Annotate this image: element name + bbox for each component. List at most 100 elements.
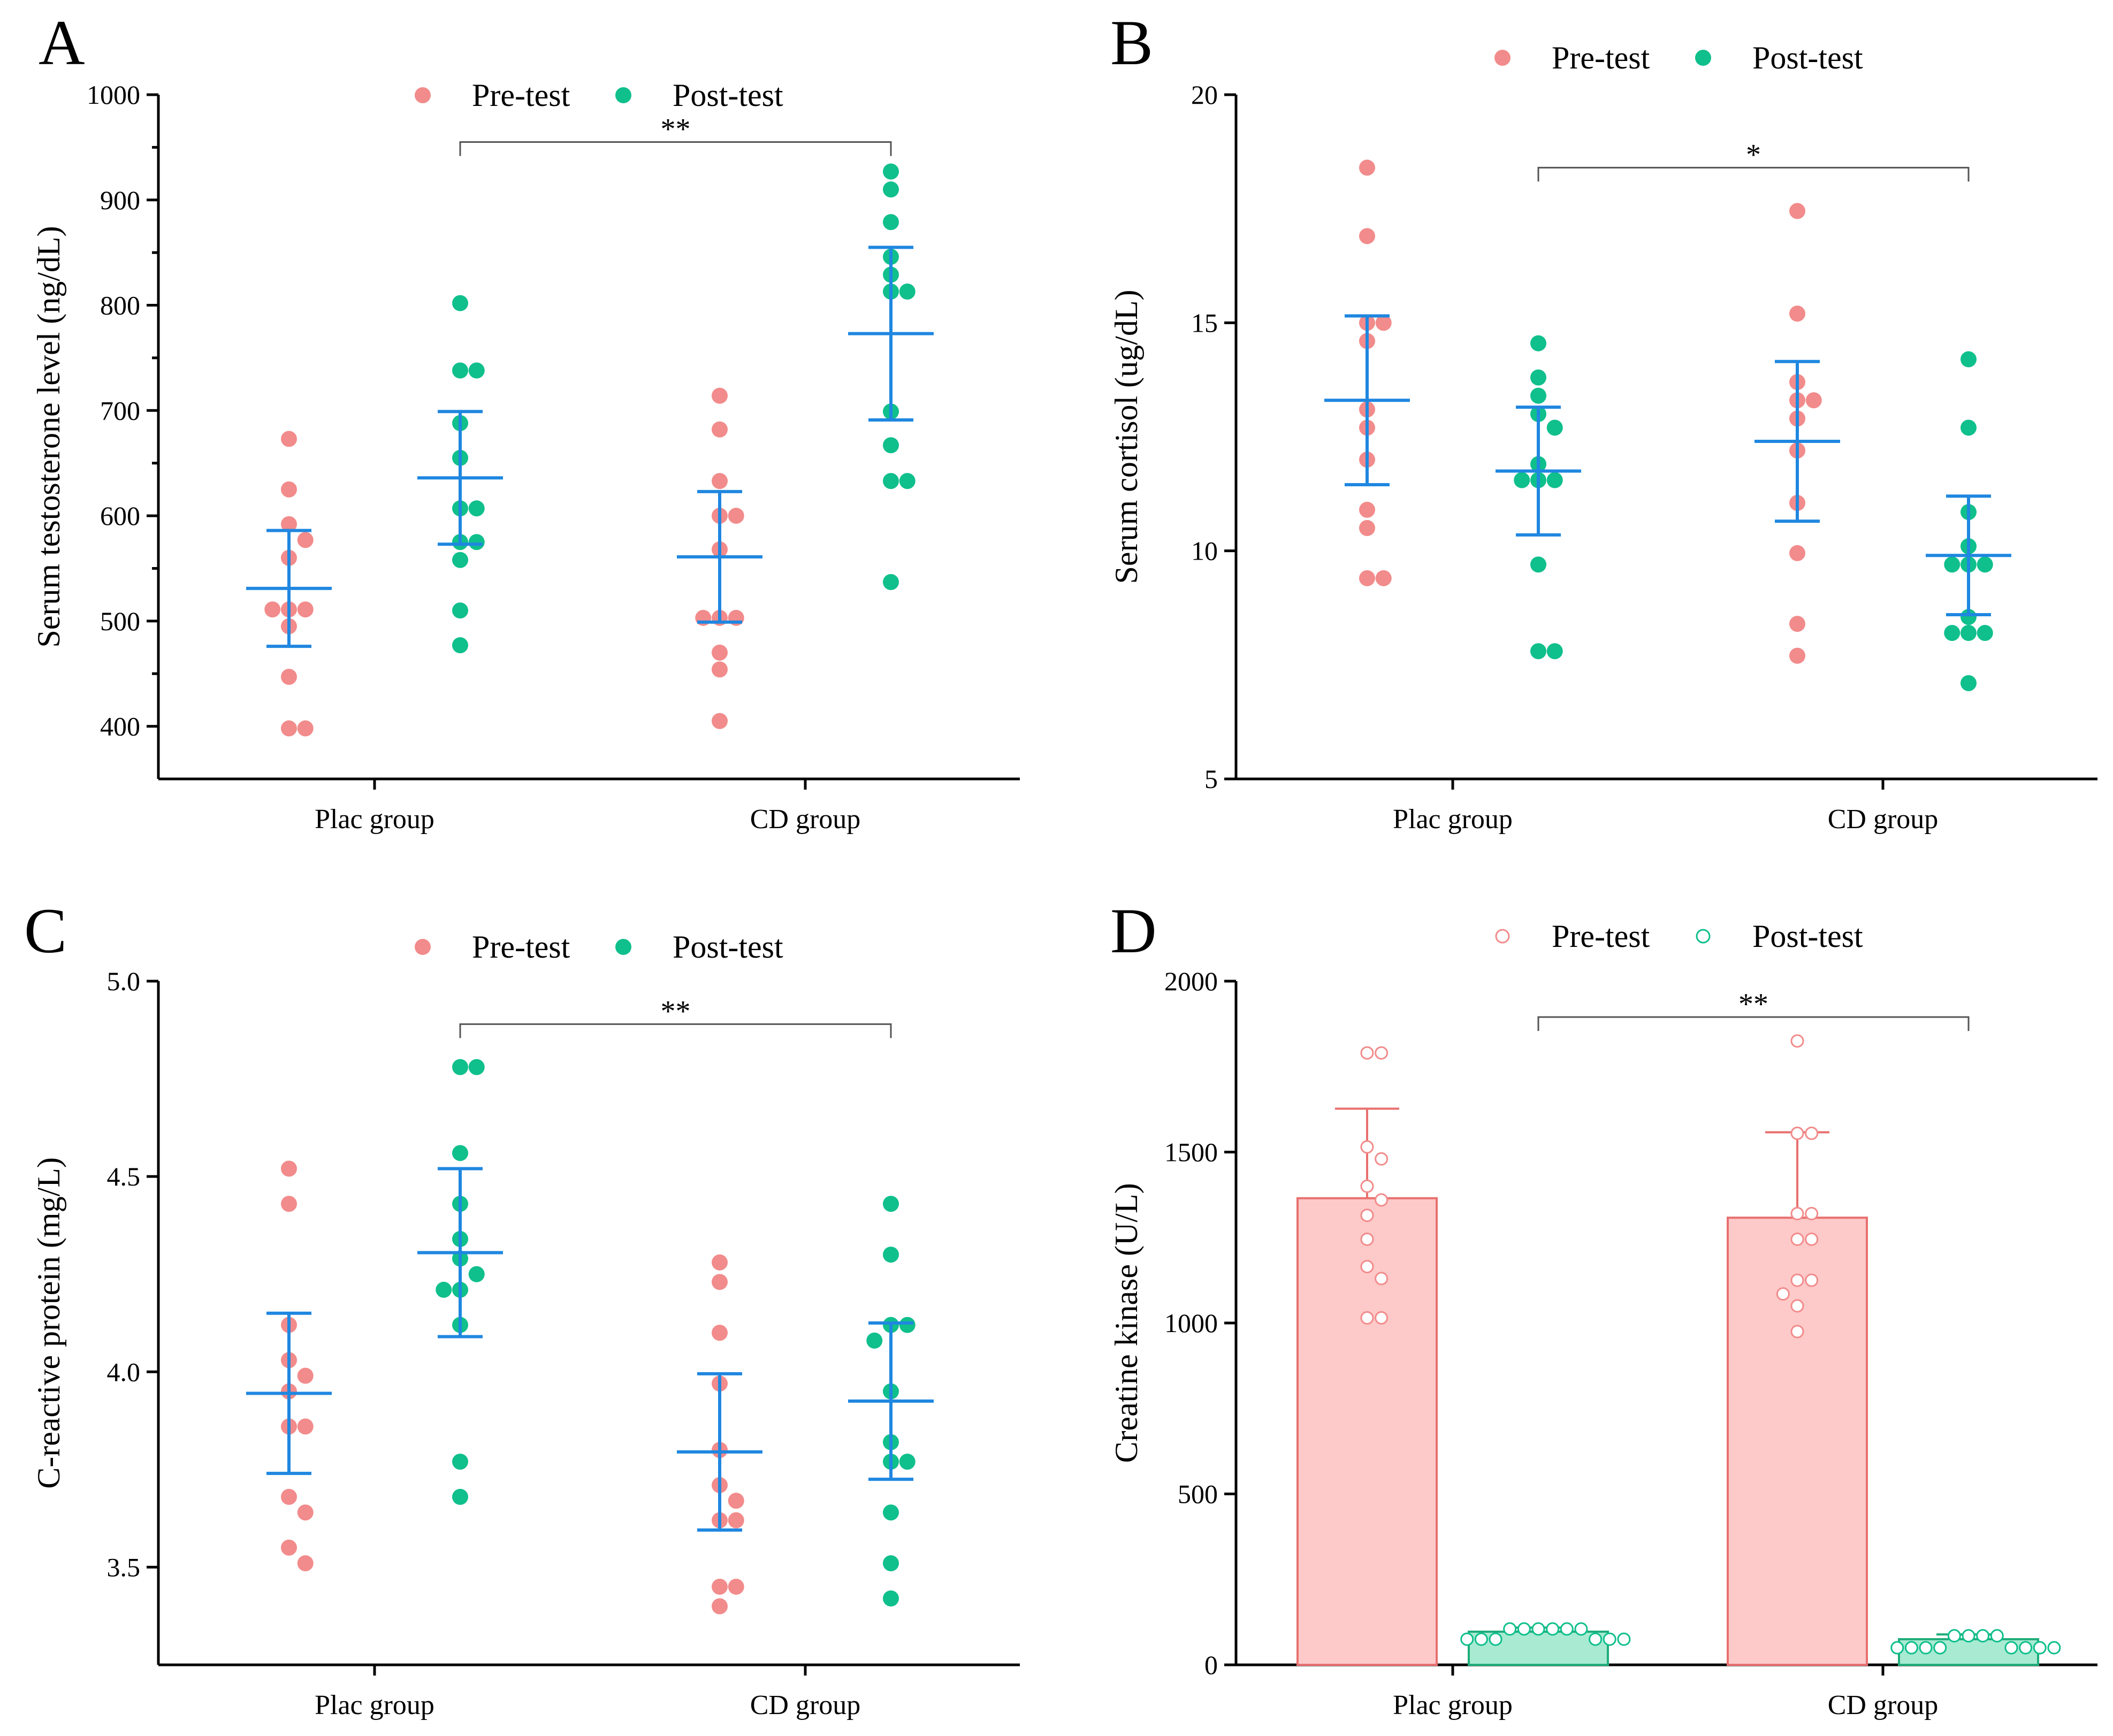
group-plac-group-pre xyxy=(246,431,332,737)
y-tick-label: 5.0 xyxy=(107,966,141,996)
data-point xyxy=(281,669,297,685)
bar xyxy=(1727,1217,1868,1666)
data-point xyxy=(1790,1232,1804,1246)
data-point xyxy=(1789,305,1805,322)
y-tick-label: 1000 xyxy=(1164,1308,1218,1338)
data-point xyxy=(1961,419,1977,436)
data-point xyxy=(281,481,297,498)
group-cd-group-post xyxy=(848,1196,934,1607)
data-point xyxy=(1530,556,1546,573)
group-plac-group-pre xyxy=(246,1160,332,1572)
group-cd-group-pre xyxy=(677,1254,762,1615)
data-point xyxy=(468,1059,485,1075)
y-tick-label: 20 xyxy=(1191,80,1218,110)
data-point xyxy=(866,1332,883,1349)
data-point xyxy=(452,1145,468,1161)
panel-letter: A xyxy=(39,7,85,78)
data-point xyxy=(297,1555,314,1572)
y-tick-label: 4.5 xyxy=(107,1161,141,1191)
data-point xyxy=(1776,1287,1790,1301)
data-point xyxy=(1790,1207,1804,1221)
data-point xyxy=(1530,387,1546,404)
data-point xyxy=(452,552,468,568)
data-point xyxy=(712,1274,728,1290)
group-plac-group-post xyxy=(417,1059,503,1505)
data-point xyxy=(1944,556,1961,573)
y-tick-label: 4.0 xyxy=(107,1357,141,1387)
panel-a: A 400 500 600 700 800 900 1000 Plac group CD grou… xyxy=(31,7,1020,835)
data-point xyxy=(1589,1632,1603,1646)
data-point xyxy=(1460,1632,1474,1646)
data-point xyxy=(1805,1207,1819,1221)
data-point xyxy=(1360,1046,1374,1060)
y-axis-title: Serum cortisol (ug/dL) xyxy=(1109,290,1144,584)
panel-letter: C xyxy=(24,895,67,966)
data-point xyxy=(1546,643,1563,660)
data-point xyxy=(1603,1632,1616,1646)
data-point xyxy=(883,1590,899,1607)
data-point xyxy=(1805,1273,1819,1287)
significance-bracket xyxy=(1537,166,1970,182)
data-point xyxy=(1961,675,1977,691)
data-point xyxy=(1990,1629,2004,1643)
data-point xyxy=(1789,545,1805,561)
y-axis-title: C-reactive protein (mg/L) xyxy=(31,1157,66,1489)
data-point xyxy=(1962,1629,1975,1643)
data-point xyxy=(728,1578,744,1595)
group-plac-group-pre xyxy=(1296,1046,1438,1666)
x-category-label: Plac group xyxy=(315,804,434,835)
data-point xyxy=(436,1281,452,1298)
data-point xyxy=(1360,1209,1374,1222)
data-point xyxy=(1617,1632,1631,1646)
data-point xyxy=(2004,1641,2018,1655)
legend-post-label: Post-test xyxy=(1752,40,1863,75)
data-point xyxy=(1375,1311,1389,1325)
y-tick-label: 700 xyxy=(100,395,140,425)
data-point xyxy=(728,1512,744,1528)
data-point xyxy=(1977,625,1993,641)
y-tick-label: 1500 xyxy=(1164,1137,1218,1167)
data-point xyxy=(728,508,744,524)
data-point xyxy=(1359,159,1375,176)
data-point xyxy=(712,1325,728,1341)
legend-post-marker xyxy=(1695,50,1711,66)
data-point xyxy=(1961,609,1977,625)
data-point xyxy=(1514,472,1530,488)
data-point xyxy=(2047,1641,2061,1655)
legend-pre-label: Pre-test xyxy=(472,929,570,965)
bar xyxy=(1296,1197,1438,1666)
data-point xyxy=(297,1418,314,1435)
data-point xyxy=(1933,1641,1947,1655)
y-tick-label: 500 xyxy=(1178,1479,1218,1509)
data-point xyxy=(1947,1629,1961,1643)
data-point xyxy=(452,602,468,619)
data-point xyxy=(281,1539,297,1556)
data-point xyxy=(712,644,728,661)
data-point xyxy=(883,1246,899,1263)
data-point xyxy=(1474,1632,1488,1646)
x-category-label: CD group xyxy=(1828,1690,1939,1720)
data-point xyxy=(1805,1126,1819,1140)
legend-post-marker xyxy=(615,939,631,955)
data-point xyxy=(264,601,281,618)
data-point xyxy=(452,362,468,379)
data-point xyxy=(1961,351,1977,368)
data-point xyxy=(297,601,314,618)
significance-bracket xyxy=(1537,1016,1970,1031)
data-point xyxy=(883,473,899,490)
data-point xyxy=(1790,1299,1804,1313)
data-point xyxy=(2033,1641,2047,1655)
data-point xyxy=(468,362,485,379)
group-plac-group-post xyxy=(417,295,503,654)
bar xyxy=(1898,1638,2039,1666)
x-category-label: CD group xyxy=(750,1690,861,1720)
y-tick-label: 500 xyxy=(100,606,140,636)
y-axis-title: Serum testosterone level (ng/dL) xyxy=(31,226,66,647)
legend-pre-marker xyxy=(1495,929,1510,944)
data-point xyxy=(1560,1622,1574,1636)
y-tick-label: 5 xyxy=(1204,764,1218,794)
data-point xyxy=(1360,1311,1374,1325)
y-tick-label: 800 xyxy=(100,290,140,320)
data-point xyxy=(712,1598,728,1615)
data-point xyxy=(297,1504,314,1521)
